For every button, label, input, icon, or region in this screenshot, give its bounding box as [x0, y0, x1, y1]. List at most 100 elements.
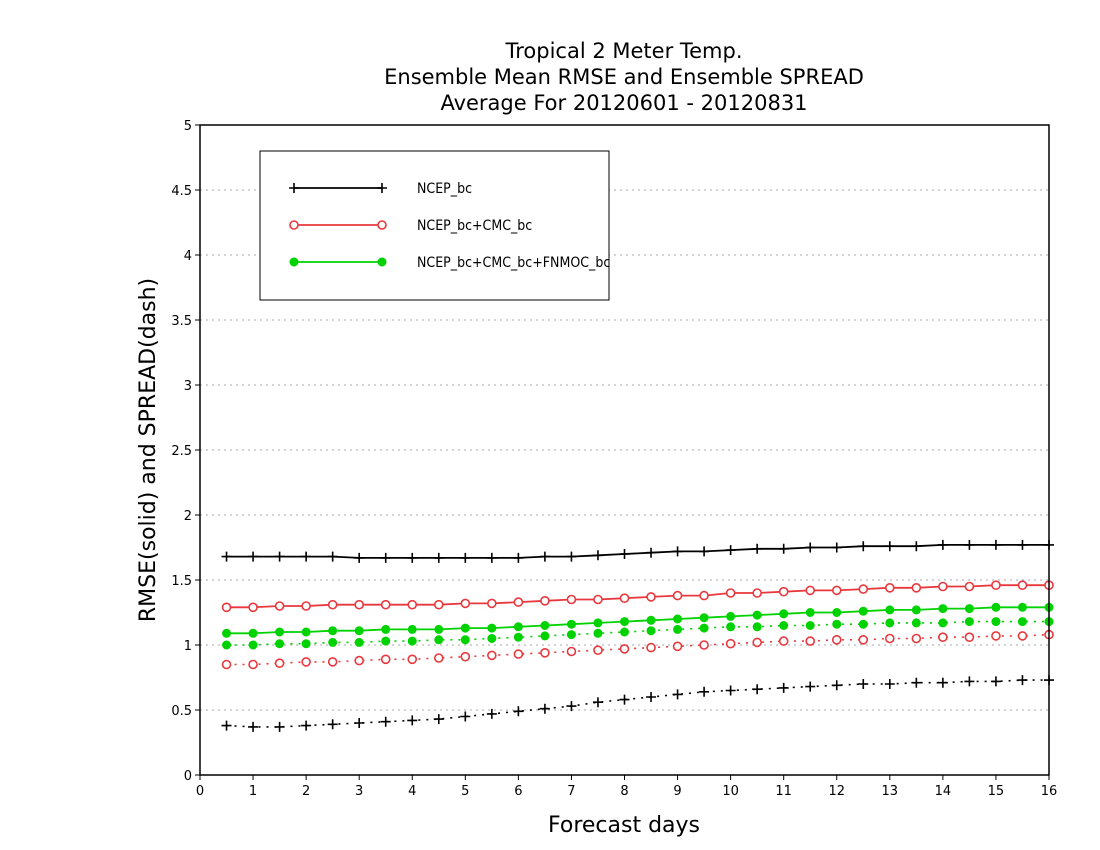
- x-tick-label: 5: [461, 784, 469, 799]
- x-tick-label: 12: [828, 784, 845, 799]
- ncep-bc-cmc-bc-fnmoc-bc-spread-point: [434, 635, 444, 645]
- ncep-bc-spread-point: [619, 694, 630, 705]
- ncep-bc-spread-point: [672, 689, 683, 700]
- ncep-bc-cmc-bc-fnmoc-bc-rmse-point: [885, 605, 895, 615]
- legend-marker-ncep-bc-cmc-bc-fnmoc-bc: [289, 257, 299, 267]
- ncep-bc-cmc-bc-fnmoc-bc-rmse-line: [226, 606, 1049, 635]
- ncep-bc-rmse-point: [619, 549, 630, 559]
- ncep-bc-spread-point: [831, 680, 842, 691]
- ncep-bc-cmc-bc-spread-point: [885, 633, 895, 644]
- y-tick-label: 0.5: [171, 704, 192, 719]
- ncep-bc-spread-point: [752, 684, 763, 695]
- ncep-bc-cmc-bc-spread-point: [248, 659, 258, 670]
- ncep-bc-cmc-bc-fnmoc-bc-rmse-point: [858, 606, 868, 616]
- ncep-bc-cmc-bc-spread-point: [646, 642, 656, 653]
- ncep-bc-cmc-bc-fnmoc-bc-spread-point: [301, 639, 311, 649]
- ncep-bc-cmc-bc-spread-point: [327, 657, 338, 667]
- ncep-bc-cmc-bc-spread-point: [460, 651, 471, 662]
- ncep-bc-cmc-bc-fnmoc-bc-spread-point: [620, 627, 629, 637]
- ncep-bc-cmc-bc-spread-point: [221, 659, 232, 670]
- ncep-bc-cmc-bc-spread-point: [354, 655, 364, 666]
- ncep-bc-cmc-bc-rmse-point: [274, 601, 285, 611]
- ncep-bc-cmc-bc-fnmoc-bc-spread-point: [487, 634, 497, 643]
- ncep-bc-cmc-bc-spread-point: [540, 647, 550, 658]
- ncep-bc-cmc-bc-fnmoc-bc-rmse-point: [222, 628, 232, 638]
- ncep-bc-cmc-bc-rmse-point: [885, 582, 895, 593]
- ncep-bc-cmc-bc-fnmoc-bc-rmse-point: [620, 617, 629, 627]
- x-tick-label: 9: [673, 784, 681, 799]
- ncep-bc-rmse-point: [964, 539, 975, 550]
- ncep-bc-spread-point: [964, 676, 975, 687]
- ncep-bc-rmse-point: [248, 551, 259, 562]
- ncep-bc-cmc-bc-rmse-point: [566, 594, 577, 605]
- legend-label-ncep-bc-cmc-bc-fnmoc-bc: NCEP_bc+CMC_bc+FNMOC_bc: [417, 255, 610, 271]
- ncep-bc-rmse-point: [1017, 539, 1028, 550]
- ncep-bc-spread-point: [354, 718, 365, 728]
- ncep-bc-cmc-bc-rmse-point: [1017, 580, 1028, 591]
- y-tick-label: 4: [184, 249, 192, 264]
- ncep-bc-cmc-bc-fnmoc-bc-rmse-point: [354, 626, 364, 636]
- ncep-bc-cmc-bc-rmse-point: [911, 582, 922, 593]
- ncep-bc-cmc-bc-spread-point: [433, 653, 444, 663]
- ncep-bc-cmc-bc-fnmoc-bc-rmse-point: [275, 627, 285, 637]
- ncep-bc-cmc-bc-fnmoc-bc-rmse-point: [381, 624, 391, 634]
- y-tick-label: 0: [184, 769, 192, 784]
- ncep-bc-cmc-bc-fnmoc-bc-spread-point: [779, 621, 789, 630]
- ncep-bc-rmse-point: [672, 546, 683, 557]
- ncep-bc-cmc-bc-fnmoc-bc-spread-point: [805, 621, 815, 630]
- ncep-bc-spread-point: [248, 721, 259, 732]
- ncep-bc-cmc-bc-rmse-point: [699, 590, 709, 601]
- ncep-bc-cmc-bc-spread-point: [752, 637, 762, 648]
- ncep-bc-cmc-bc-fnmoc-bc-spread-point: [673, 624, 683, 634]
- ncep-bc-cmc-bc-fnmoc-bc-spread-point: [540, 631, 550, 641]
- legend-marker-ncep-bc: [377, 183, 387, 193]
- ncep-bc-cmc-bc-spread-point: [513, 649, 524, 659]
- ncep-bc-rmse-point: [725, 545, 736, 556]
- ncep-bc-cmc-bc-fnmoc-bc-spread-point: [911, 618, 921, 628]
- ncep-bc-cmc-bc-fnmoc-bc-spread-point: [222, 640, 232, 650]
- legend-marker-ncep-bc-cmc-bc: [377, 220, 387, 230]
- ncep-bc-cmc-bc-spread-point: [593, 645, 603, 656]
- ncep-bc-spread-line: [226, 679, 1049, 728]
- ncep-bc-spread-point: [539, 703, 550, 714]
- ncep-bc-spread-point: [1017, 675, 1028, 686]
- ncep-bc-cmc-bc-rmse-point: [513, 597, 524, 607]
- ncep-bc-cmc-bc-fnmoc-bc-spread-point: [858, 619, 868, 629]
- ncep-bc-rmse-point: [354, 552, 365, 563]
- ncep-bc-cmc-bc-fnmoc-bc-rmse-point: [487, 623, 497, 633]
- ncep-bc-cmc-bc-rmse-point: [991, 580, 1001, 591]
- x-tick-label: 15: [988, 784, 1005, 799]
- ncep-bc-cmc-bc-fnmoc-bc-rmse-point: [566, 619, 576, 629]
- x-tick-label: 14: [935, 784, 952, 799]
- ncep-bc-cmc-bc-fnmoc-bc-rmse-point: [460, 623, 470, 633]
- ncep-bc-rmse-point: [460, 552, 471, 563]
- ncep-bc-cmc-bc-spread-point: [938, 632, 948, 643]
- ncep-bc-cmc-bc-fnmoc-bc-spread-point: [248, 640, 258, 650]
- x-tick-label: 2: [302, 784, 310, 799]
- ncep-bc-cmc-bc-rmse-point: [248, 602, 258, 613]
- ncep-bc-cmc-bc-spread-point: [805, 636, 816, 646]
- ncep-bc-spread-point: [327, 719, 338, 730]
- ncep-bc-cmc-bc-spread-point: [725, 638, 736, 649]
- ncep-bc-rmse-point: [831, 542, 842, 553]
- ncep-bc-rmse-point: [566, 551, 577, 562]
- ncep-bc-cmc-bc-rmse-point: [672, 590, 683, 601]
- ncep-bc-rmse-point: [221, 551, 232, 562]
- ncep-bc-cmc-bc-fnmoc-bc-spread-point: [964, 617, 974, 627]
- x-axis-label: Forecast days: [548, 813, 700, 838]
- ncep-bc-cmc-bc-rmse-point: [831, 585, 842, 596]
- ncep-bc-cmc-bc-fnmoc-bc-rmse-point: [991, 602, 1001, 612]
- y-axis-label: RMSE(solid) and SPREAD(dash): [136, 278, 161, 622]
- ncep-bc-rmse-point: [513, 552, 524, 563]
- ncep-bc-cmc-bc-spread-point: [672, 641, 683, 652]
- ncep-bc-spread-point: [805, 681, 816, 692]
- ncep-bc-cmc-bc-fnmoc-bc-spread-point: [726, 622, 736, 632]
- ncep-bc-cmc-bc-fnmoc-bc-rmse-point: [328, 626, 338, 636]
- ncep-bc-cmc-bc-rmse-point: [858, 584, 869, 594]
- ncep-bc-cmc-bc-fnmoc-bc-spread-point: [1017, 617, 1027, 627]
- y-tick-label: 1: [184, 639, 192, 654]
- ncep-bc-cmc-bc-fnmoc-bc-spread-point: [566, 630, 576, 640]
- ncep-bc-cmc-bc-fnmoc-bc-spread-point: [991, 617, 1001, 627]
- legend-label-ncep-bc: NCEP_bc: [417, 181, 472, 197]
- ncep-bc-cmc-bc-fnmoc-bc-spread-point: [646, 626, 656, 636]
